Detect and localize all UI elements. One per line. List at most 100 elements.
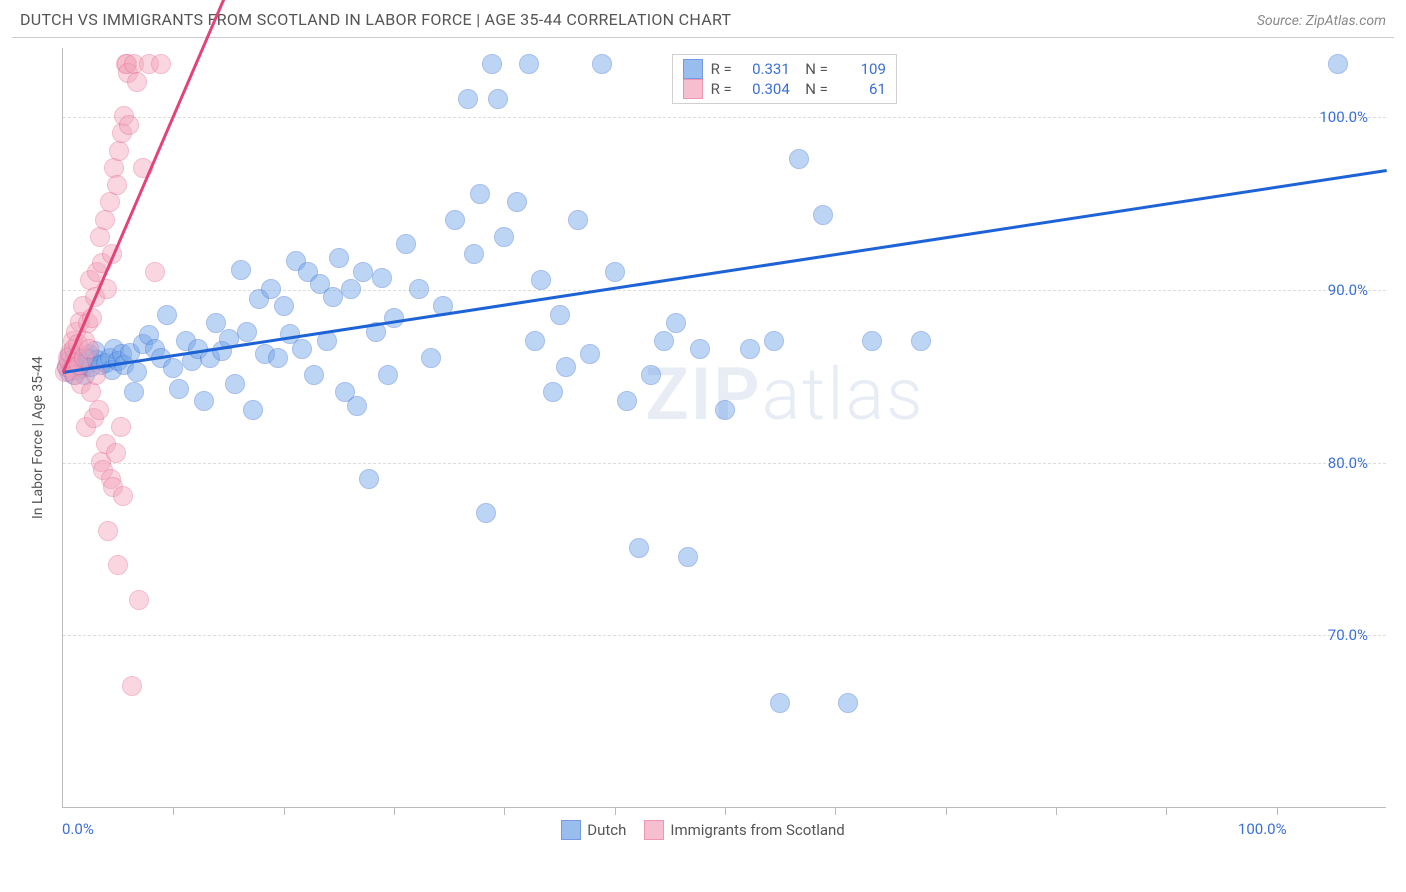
- data-point: [225, 374, 245, 394]
- legend-item: Immigrants from Scotland: [644, 820, 844, 840]
- data-point: [237, 322, 257, 342]
- data-point: [329, 248, 349, 268]
- x-tick: [284, 807, 285, 815]
- x-tick: [1166, 807, 1167, 815]
- scatter-plot: ZIPatlas 70.0%80.0%90.0%100.0%R =0.331 N…: [62, 48, 1386, 808]
- x-tick: [946, 807, 947, 815]
- data-point: [107, 175, 127, 195]
- correlation-legend: R =0.331 N =109R =0.304 N =61: [672, 54, 897, 104]
- x-tick: [504, 807, 505, 815]
- data-point: [550, 305, 570, 325]
- data-point: [79, 339, 99, 359]
- data-point: [122, 676, 142, 696]
- trend-line: [63, 169, 1387, 374]
- x-tick: [835, 807, 836, 815]
- data-point: [323, 287, 343, 307]
- data-point: [580, 344, 600, 364]
- data-point: [568, 210, 588, 230]
- x-tick: [615, 807, 616, 815]
- data-point: [231, 260, 251, 280]
- x-axis-label: 0.0%: [62, 820, 94, 838]
- gridline: [63, 463, 1386, 464]
- chart-title: DUTCH VS IMMIGRANTS FROM SCOTLAND IN LAB…: [20, 10, 731, 29]
- data-point: [543, 382, 563, 402]
- x-tick: [394, 807, 395, 815]
- data-point: [507, 192, 527, 212]
- data-point: [111, 417, 131, 437]
- data-point: [464, 244, 484, 264]
- watermark: ZIPatlas: [645, 352, 925, 437]
- legend-item: Dutch: [561, 820, 626, 840]
- data-point: [654, 331, 674, 351]
- data-point: [145, 262, 165, 282]
- data-point: [243, 400, 263, 420]
- data-point: [813, 205, 833, 225]
- data-point: [641, 365, 661, 385]
- series-legend: Dutch Immigrants from Scotland: [12, 820, 1394, 840]
- data-point: [384, 308, 404, 328]
- data-point: [470, 184, 490, 204]
- data-point: [129, 590, 149, 610]
- data-point: [770, 693, 790, 713]
- data-point: [268, 348, 288, 368]
- y-axis-label: In Labor Force | Age 35-44: [30, 356, 46, 519]
- data-point: [629, 538, 649, 558]
- y-tick-label: 100.0%: [1319, 108, 1368, 126]
- x-tick: [1056, 807, 1057, 815]
- data-point: [556, 357, 576, 377]
- data-point: [715, 400, 735, 420]
- data-point: [261, 279, 281, 299]
- data-point: [359, 469, 379, 489]
- data-point: [109, 141, 129, 161]
- data-point: [163, 358, 183, 378]
- data-point: [100, 192, 120, 212]
- legend-swatch: [683, 59, 703, 79]
- y-tick-label: 90.0%: [1328, 281, 1368, 299]
- data-point: [421, 348, 441, 368]
- data-point: [127, 72, 147, 92]
- data-point: [119, 115, 139, 135]
- gridline: [63, 117, 1386, 118]
- data-point: [519, 54, 539, 74]
- x-tick: [173, 807, 174, 815]
- y-tick-label: 70.0%: [1328, 626, 1368, 644]
- data-point: [476, 503, 496, 523]
- data-point: [113, 486, 133, 506]
- data-point: [304, 365, 324, 385]
- data-point: [617, 391, 637, 411]
- legend-swatch: [561, 820, 581, 840]
- data-point: [678, 547, 698, 567]
- legend-row: R =0.331 N =109: [683, 59, 886, 79]
- data-point: [274, 296, 294, 316]
- x-tick: [1277, 807, 1278, 815]
- data-point: [169, 379, 189, 399]
- data-point: [494, 227, 514, 247]
- data-point: [740, 339, 760, 359]
- data-point: [353, 262, 373, 282]
- data-point: [1328, 54, 1348, 74]
- data-point: [525, 331, 545, 351]
- data-point: [531, 270, 551, 290]
- data-point: [124, 382, 144, 402]
- data-point: [690, 339, 710, 359]
- data-point: [445, 210, 465, 230]
- legend-swatch: [683, 79, 703, 99]
- data-point: [488, 89, 508, 109]
- data-point: [89, 400, 109, 420]
- data-point: [666, 313, 686, 333]
- data-point: [862, 331, 882, 351]
- data-point: [396, 234, 416, 254]
- x-tick: [725, 807, 726, 815]
- data-point: [347, 396, 367, 416]
- data-point: [341, 279, 361, 299]
- gridline: [63, 635, 1386, 636]
- data-point: [95, 210, 115, 230]
- legend-label: Dutch: [587, 821, 626, 839]
- data-point: [151, 54, 171, 74]
- data-point: [292, 339, 312, 359]
- data-point: [127, 362, 147, 382]
- data-point: [98, 521, 118, 541]
- data-point: [764, 331, 784, 351]
- data-point: [482, 54, 502, 74]
- data-point: [378, 365, 398, 385]
